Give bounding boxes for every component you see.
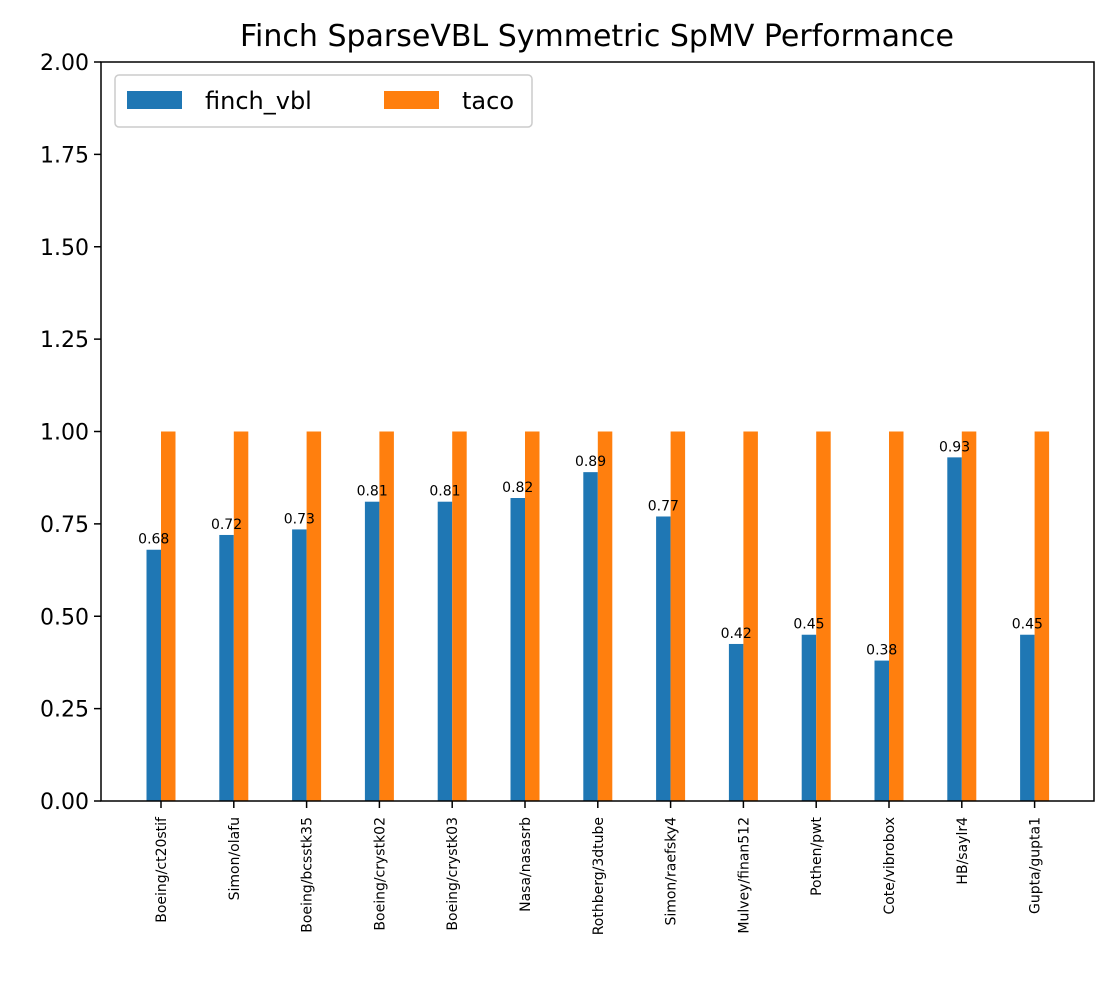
bar-taco-5	[525, 431, 540, 801]
bar-finch_vbl-0	[146, 549, 161, 801]
bar-finch_vbl-10	[874, 660, 889, 801]
data-label-0: 0.68	[138, 532, 169, 548]
data-label-1: 0.72	[211, 517, 242, 533]
bar-taco-6	[597, 431, 613, 801]
y-tick-label: 0.25	[40, 698, 89, 723]
data-label-2: 0.73	[284, 511, 315, 527]
bar-finch_vbl-1	[219, 534, 234, 801]
data-label-9: 0.45	[793, 617, 824, 633]
bar-taco-4	[452, 431, 467, 801]
legend: finch_vbl taco	[114, 74, 533, 128]
data-label-3: 0.81	[357, 484, 388, 500]
bar-finch_vbl-4	[437, 501, 453, 801]
y-tick-label: 0.75	[40, 513, 89, 538]
x-tick-label: HB/saylr4	[955, 817, 971, 885]
bar-finch_vbl-11	[947, 457, 962, 801]
data-label-11: 0.93	[939, 439, 970, 455]
data-label-5: 0.82	[502, 480, 533, 496]
y-axis: 0.00 0.25 0.50 0.75 1.00 1.25 1.50 1.75 2.00	[40, 51, 101, 815]
legend-label-taco: taco	[462, 87, 514, 115]
y-tick-label: 1.75	[40, 143, 89, 168]
x-tick-label: Boeing/ct20stif	[154, 816, 170, 923]
bar-finch_vbl-6	[583, 472, 598, 801]
x-tick-label: Pothen/pwt	[809, 816, 825, 895]
plot-frame	[100, 61, 1095, 802]
data-label-12: 0.45	[1012, 617, 1043, 633]
bars	[146, 431, 1050, 801]
data-label-8: 0.42	[721, 626, 752, 642]
x-tick-label: Boeing/crystk03	[445, 817, 461, 931]
bar-taco-2	[306, 431, 322, 801]
legend-label-finch_vbl: finch_vbl	[205, 87, 312, 115]
legend-box	[114, 74, 533, 128]
bar-finch_vbl-3	[364, 501, 380, 801]
data-label-4: 0.81	[429, 484, 460, 500]
data-labels: 0.68 0.72 0.73 0.81 0.81 0.82 0.89 0.77 0.42 0.45…	[138, 439, 1043, 658]
x-tick-label: Boeing/crystk02	[372, 817, 388, 931]
bar-taco-7	[670, 431, 686, 801]
data-label-6: 0.89	[575, 454, 606, 470]
y-tick-label: 0.00	[40, 790, 89, 815]
bar-taco-0	[161, 431, 176, 801]
x-tick-label: Mulvey/finan512	[736, 817, 752, 934]
bar-taco-1	[233, 431, 249, 801]
chart-title: Finch SparseVBL Symmetric SpMV Performan…	[240, 19, 954, 54]
bar-finch_vbl-5	[510, 498, 525, 801]
x-axis: Boeing/ct20stif Simon/olafu Boeing/bcsstk3…	[154, 801, 1044, 935]
bar-finch_vbl-12	[1020, 634, 1035, 801]
y-tick-label: 1.25	[40, 328, 89, 353]
y-tick-label: 1.00	[40, 421, 89, 446]
bar-finch_vbl-9	[801, 634, 817, 801]
bar-taco-12	[1034, 431, 1050, 801]
x-tick-label: Nasa/nasasrb	[518, 817, 534, 912]
bar-taco-3	[379, 431, 394, 801]
data-label-10: 0.38	[866, 643, 897, 659]
x-tick-label: Boeing/bcsstk35	[300, 817, 316, 933]
y-tick-label: 2.00	[40, 51, 89, 76]
data-label-7: 0.77	[648, 498, 679, 514]
bar-taco-9	[816, 431, 831, 801]
bar-finch_vbl-7	[656, 516, 671, 801]
y-tick-label: 0.50	[40, 605, 89, 630]
x-tick-label: Simon/raefsky4	[664, 817, 680, 926]
legend-swatch-finch_vbl	[127, 91, 182, 109]
x-tick-label: Gupta/gupta1	[1028, 817, 1044, 914]
bar-taco-10	[889, 431, 904, 801]
x-tick-label: Rothberg/3dtube	[591, 817, 607, 935]
bar-taco-11	[961, 431, 977, 801]
bar-finch_vbl-2	[292, 529, 307, 801]
bar-finch_vbl-8	[728, 643, 744, 801]
x-tick-label: Simon/olafu	[227, 817, 243, 900]
bar-taco-8	[743, 431, 758, 801]
x-tick-label: Cote/vibrobox	[882, 817, 898, 915]
y-tick-label: 1.50	[40, 236, 89, 261]
legend-swatch-taco	[384, 91, 439, 109]
